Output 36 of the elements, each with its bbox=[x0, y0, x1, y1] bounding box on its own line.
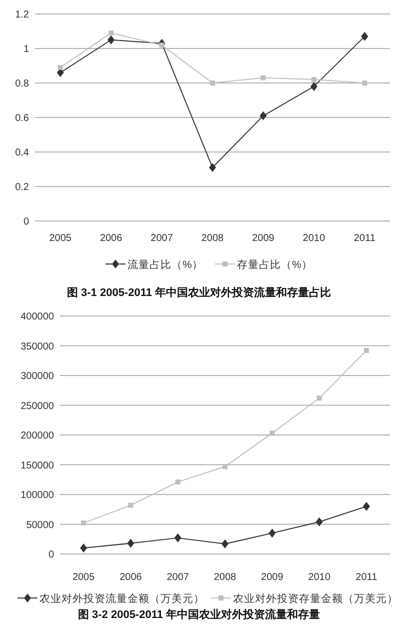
x-tick-label: 2006 bbox=[100, 233, 123, 244]
y-tick-label: 300000 bbox=[20, 371, 54, 382]
y-tick-label: 0.4 bbox=[15, 148, 30, 158]
y-tick-label: 250000 bbox=[20, 400, 54, 412]
text: 图 3-2 2005-2011 年中国农业对外投资流量和存量 bbox=[78, 608, 320, 621]
x-tick-label: 2010 bbox=[308, 572, 331, 583]
legend-label: 存量占比（%） bbox=[237, 258, 312, 271]
y-tick-label: 100000 bbox=[20, 490, 54, 501]
x-tick-label: 2007 bbox=[166, 572, 190, 583]
y-tick-label: 0 bbox=[48, 550, 54, 560]
y-tick-label: 400000 bbox=[20, 312, 54, 322]
y-tick-label: 350000 bbox=[20, 341, 54, 352]
x-tick-label: 2008 bbox=[201, 233, 224, 244]
y-tick-label: 1.2 bbox=[15, 10, 30, 20]
y-tick-label: 0.2 bbox=[15, 182, 30, 193]
x-tick-label: 2011 bbox=[354, 233, 376, 244]
x-tick-label: 2009 bbox=[261, 572, 284, 583]
legend-label: 农业对外投资流量金额（万美元） bbox=[40, 592, 204, 605]
x-tick-label: 2007 bbox=[150, 233, 174, 244]
y-tick-label: 0.6 bbox=[15, 113, 30, 124]
text: 图 3-1 2005-2011 年中国农业对外投资流量和存量占比 bbox=[66, 286, 332, 299]
y-tick-label: 50000 bbox=[26, 520, 54, 531]
legend-label: 流量占比（%） bbox=[128, 258, 203, 271]
legend-label: 农业对外投资存量金额（万美元） bbox=[233, 592, 398, 605]
y-tick-label: 150000 bbox=[20, 460, 54, 472]
x-tick-label: 2009 bbox=[252, 233, 275, 244]
x-tick-label: 2008 bbox=[214, 572, 237, 583]
y-tick-label: 1 bbox=[23, 44, 30, 55]
x-tick-label: 2005 bbox=[72, 572, 96, 583]
x-tick-label: 2011 bbox=[356, 572, 378, 583]
y-tick-label: 0.8 bbox=[15, 78, 30, 90]
y-tick-label: 0 bbox=[23, 216, 30, 228]
x-tick-label: 2010 bbox=[302, 233, 326, 244]
x-tick-label: 2006 bbox=[120, 572, 142, 583]
y-tick-label: 200000 bbox=[20, 430, 54, 442]
x-tick-label: 2005 bbox=[49, 233, 72, 244]
